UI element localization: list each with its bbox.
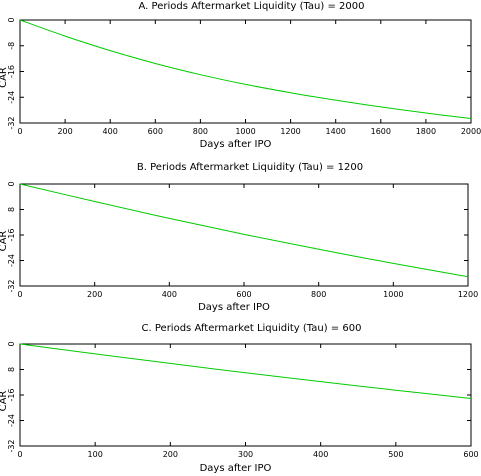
y-axis-label: CAR — [0, 231, 9, 252]
y-tick-label: 0 — [7, 17, 16, 22]
x-tick-label: 400 — [313, 450, 328, 459]
panel-title: A. Periods Aftermarket Liquidity (Tau) =… — [139, 1, 365, 12]
y-tick-label: 8 — [7, 367, 16, 372]
x-axis-label: Days after IPO — [200, 139, 272, 150]
x-tick-label: 0 — [17, 450, 22, 459]
x-axis-label: Days after IPO — [200, 463, 272, 474]
series-line — [19, 343, 472, 399]
x-axis-label: Days after IPO — [198, 302, 270, 313]
x-tick-label: 1400 — [326, 127, 346, 136]
x-tick-label: 1200 — [280, 127, 300, 136]
panel-3: C. Periods Aftermarket Liquidity (Tau) =… — [0, 323, 479, 474]
x-tick-label: 800 — [311, 290, 326, 299]
panel-1: A. Periods Aftermarket Liquidity (Tau) =… — [0, 1, 481, 150]
x-tick-label: 800 — [193, 127, 208, 136]
y-tick-label: -24 — [7, 414, 16, 427]
plot-frame — [19, 343, 472, 447]
x-tick-label: 600 — [236, 290, 251, 299]
x-tick-label: 200 — [57, 127, 72, 136]
x-tick-label: 500 — [388, 450, 403, 459]
x-tick-label: 200 — [163, 450, 178, 459]
plot-frame — [19, 19, 472, 124]
y-tick-label: 0 — [7, 341, 16, 346]
x-tick-label: 300 — [238, 450, 253, 459]
y-tick-label: 0 — [7, 181, 16, 186]
panel-2: B. Periods Aftermarket Liquidity (Tau) =… — [0, 162, 478, 313]
x-tick-label: 1000 — [235, 127, 255, 136]
x-tick-label: 600 — [148, 127, 163, 136]
x-tick-label: 400 — [103, 127, 118, 136]
panel-title: B. Periods Aftermarket Liquidity (Tau) =… — [137, 162, 363, 173]
series-line — [19, 19, 472, 119]
x-tick-label: 400 — [162, 290, 177, 299]
y-tick-label: -16 — [7, 228, 16, 241]
y-tick-label: -16 — [7, 65, 16, 78]
series-line — [19, 183, 469, 278]
y-axis-label: CAR — [0, 391, 9, 412]
y-tick-label: 8 — [7, 207, 16, 212]
x-tick-label: 1200 — [458, 290, 478, 299]
y-tick-label: -8 — [7, 42, 16, 50]
x-tick-label: 2000 — [461, 127, 481, 136]
x-tick-label: 0 — [17, 290, 22, 299]
y-tick-label: -24 — [7, 254, 16, 267]
y-tick-label: -32 — [7, 116, 16, 129]
y-tick-label: -24 — [7, 91, 16, 104]
x-tick-label: 100 — [88, 450, 103, 459]
x-tick-label: 1600 — [371, 127, 391, 136]
x-tick-label: 1000 — [383, 290, 403, 299]
x-tick-label: 600 — [463, 450, 478, 459]
y-tick-label: -16 — [7, 388, 16, 401]
x-tick-label: 1800 — [416, 127, 436, 136]
x-tick-label: 200 — [87, 290, 102, 299]
panel-title: C. Periods Aftermarket Liquidity (Tau) =… — [142, 323, 362, 334]
y-tick-label: -32 — [7, 279, 16, 292]
x-tick-label: 0 — [17, 127, 22, 136]
y-tick-label: -32 — [7, 439, 16, 452]
y-axis-label: CAR — [0, 67, 9, 88]
